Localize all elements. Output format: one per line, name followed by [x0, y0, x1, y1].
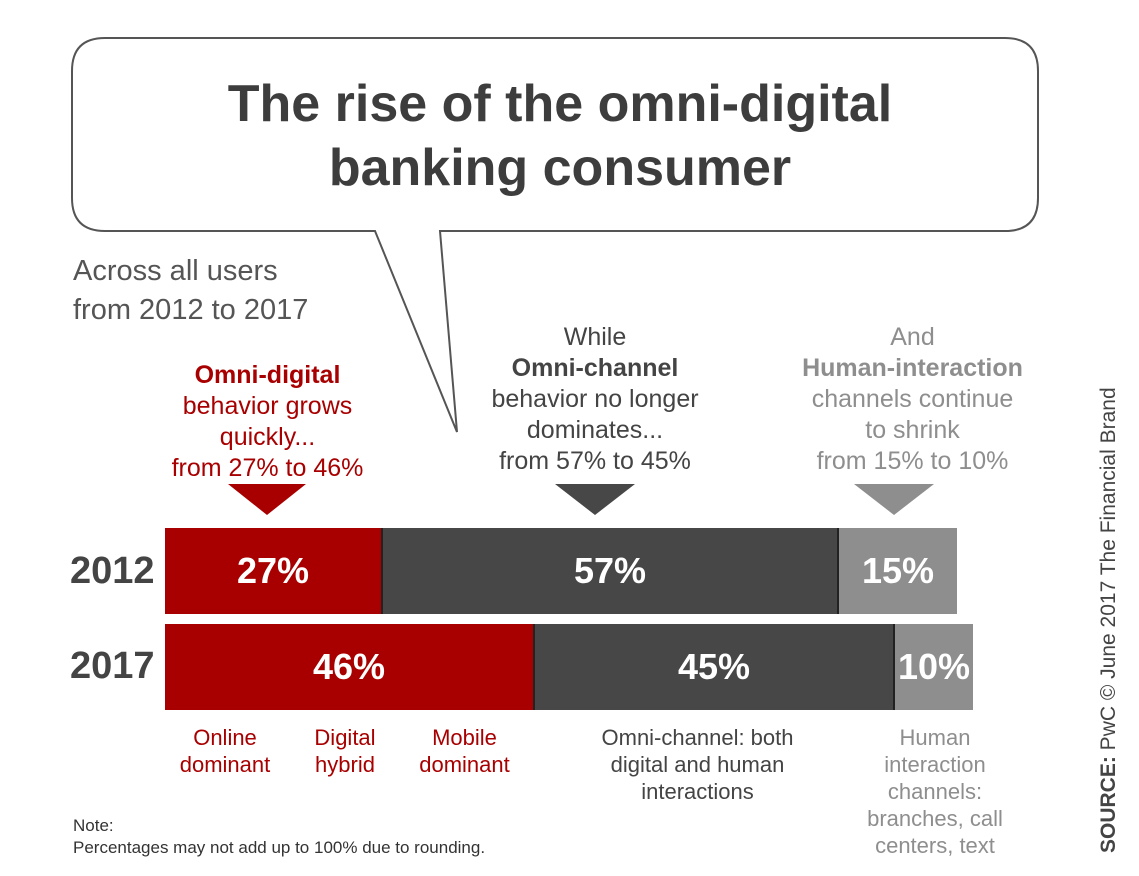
category-human-line-1: Human [899, 725, 971, 750]
callout-digital-line-1: behavior grows [182, 392, 353, 420]
arrow-digital [228, 484, 306, 515]
category-digital-hybrid: Digital hybrid [295, 724, 395, 778]
label-2017-human-interaction: 10% [897, 646, 971, 687]
bar-2017-omni-channel: 45% [533, 624, 893, 710]
category-omni-line-1: Omni-channel: both [601, 725, 794, 750]
callout-digital-line-2: quickly... [219, 423, 316, 451]
callout-human-line-2: to shrink [865, 416, 960, 444]
category-human-interaction: Human interaction channels: branches, ca… [850, 724, 1020, 859]
source-label: SOURCE: [1097, 756, 1120, 853]
category-mobile-dominant: Mobile dominant [402, 724, 527, 778]
callout-omni-heading: Omni-channel [511, 354, 679, 382]
chart-title: The rise of the omni-digital banking con… [110, 72, 1010, 200]
category-human-line-5: centers, text [875, 833, 995, 858]
arrow-omni [555, 484, 635, 515]
category-human-line-3: channels: [887, 779, 983, 804]
title-line-2: banking consumer [328, 139, 792, 197]
note-label: Note: [73, 816, 114, 835]
year-label-2017: 2017 [70, 645, 155, 687]
source-credit: SOURCE: PwC © June 2017 The Financial Br… [1097, 387, 1121, 853]
category-omni-channel: Omni-channel: both digital and human int… [575, 724, 820, 805]
callout-omni-line-1: behavior no longer [491, 385, 699, 413]
subtitle-line-2: from 2012 to 2017 [73, 294, 309, 326]
category-digital-line-2: hybrid [315, 752, 375, 777]
bar-2017-human-interaction: 10% [893, 624, 973, 710]
callout-omni-line-2: dominates... [526, 416, 664, 444]
callout-omni-digital: Omni-digital behavior grows quickly... f… [160, 360, 375, 484]
callout-human-interaction: And Human-interaction channels continue … [785, 322, 1040, 477]
callout-omni-pre: While [563, 323, 627, 351]
bar-2012-human-interaction: 15% [837, 528, 957, 614]
bar-2017-omni-digital: 46% [165, 624, 533, 710]
callout-human-heading: Human-interaction [802, 354, 1023, 382]
note-text: Percentages may not add up to 100% due t… [73, 838, 486, 857]
label-2012-omni-digital: 27% [236, 550, 310, 591]
callout-human-pre: And [890, 323, 935, 351]
year-label-2012: 2012 [70, 550, 155, 592]
callout-digital-heading: Omni-digital [194, 361, 341, 389]
category-human-line-4: branches, call [867, 806, 1003, 831]
bar-2012-omni-channel: 57% [381, 528, 837, 614]
subtitle-line-1: Across all users [73, 255, 278, 287]
category-online-line-2: dominant [179, 752, 271, 777]
category-omni-line-3: interactions [641, 779, 754, 804]
label-2017-omni-digital: 46% [312, 646, 386, 687]
category-omni-line-2: digital and human [610, 752, 785, 777]
label-2012-human-interaction: 15% [861, 550, 935, 591]
callout-omni-line-3: from 57% to 45% [499, 447, 691, 475]
label-2012-omni-channel: 57% [573, 550, 647, 591]
callout-human-line-3: from 15% to 10% [816, 447, 1009, 475]
arrow-human [854, 484, 934, 515]
category-online-dominant: Online dominant [165, 724, 285, 778]
callout-omni-channel: While Omni-channel behavior no longer do… [470, 322, 720, 477]
callout-human-line-1: channels continue [811, 385, 1014, 413]
subtitle: Across all users from 2012 to 2017 [73, 252, 308, 330]
category-mobile-line-1: Mobile [432, 725, 497, 750]
source-text: PwC © June 2017 The Financial Brand [1097, 387, 1120, 751]
footnote: Note: Percentages may not add up to 100%… [73, 815, 485, 859]
label-2017-omni-channel: 45% [677, 646, 751, 687]
bar-2012-omni-digital: 27% [165, 528, 381, 614]
callout-digital-line-3: from 27% to 46% [171, 454, 364, 482]
category-online-line-1: Online [193, 725, 257, 750]
category-digital-line-1: Digital [314, 725, 376, 750]
category-mobile-line-2: dominant [419, 752, 510, 777]
title-line-1: The rise of the omni-digital [227, 75, 893, 133]
category-human-line-2: interaction [884, 752, 986, 777]
